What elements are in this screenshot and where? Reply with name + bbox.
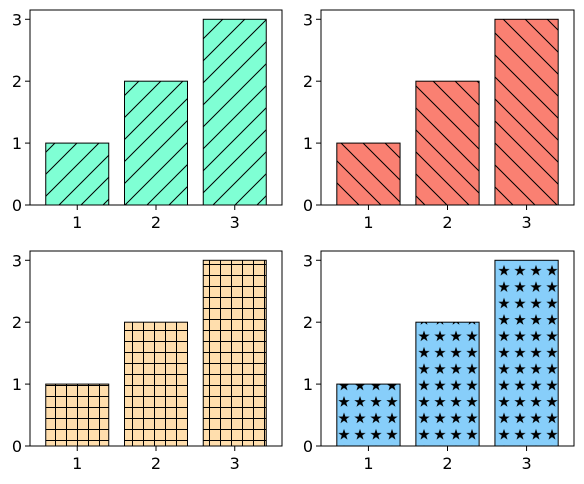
x-tick-label: 2 — [151, 454, 161, 473]
x-tick-label: 1 — [363, 454, 373, 473]
y-tick-label: 0 — [303, 437, 313, 456]
bar-1 — [336, 142, 401, 206]
bar-2 — [415, 321, 480, 447]
y-tick-label: 3 — [12, 10, 22, 29]
subplot-2: 0 1 2 3 1 2 3 — [303, 9, 575, 232]
bar-1 — [45, 383, 110, 447]
y-tick-label: 1 — [303, 134, 313, 153]
y-tick-label: 3 — [303, 10, 313, 29]
subplot-3: 0 1 2 3 1 2 3 — [12, 250, 283, 473]
x-tick-label: 2 — [442, 213, 452, 232]
y-tick-label: 2 — [303, 313, 313, 332]
subplot-4: 0 1 2 3 1 2 3 — [303, 250, 575, 473]
x-tick-label: 3 — [521, 213, 531, 232]
x-tick-label: 3 — [230, 213, 240, 232]
subplot-1: 0 1 2 3 1 2 3 — [12, 9, 283, 232]
bar-2 — [124, 80, 188, 206]
x-tick-label: 2 — [151, 213, 161, 232]
x-tick-label: 2 — [442, 454, 452, 473]
y-tick-label: 2 — [12, 313, 22, 332]
x-tick-label: 1 — [72, 454, 82, 473]
bar-2 — [124, 321, 188, 447]
bar-3 — [494, 18, 559, 206]
x-tick-label: 3 — [521, 454, 531, 473]
x-tick-label: 1 — [72, 213, 82, 232]
y-tick-label: 1 — [303, 375, 313, 394]
y-tick-label: 1 — [12, 134, 22, 153]
y-tick-label: 3 — [12, 251, 22, 270]
bar-1 — [336, 383, 401, 447]
x-tick-label: 1 — [363, 213, 373, 232]
bar-3 — [202, 259, 267, 447]
y-tick-label: 1 — [12, 375, 22, 394]
bar-3 — [494, 259, 559, 447]
y-tick-label: 2 — [303, 72, 313, 91]
y-tick-label: 0 — [12, 437, 22, 456]
y-tick-label: 0 — [303, 196, 313, 215]
x-tick-label: 3 — [230, 454, 240, 473]
bar-1 — [45, 142, 110, 206]
y-tick-label: 3 — [303, 251, 313, 270]
bar-2 — [415, 80, 480, 206]
y-tick-label: 0 — [12, 196, 22, 215]
bar-3 — [202, 18, 267, 206]
y-tick-label: 2 — [12, 72, 22, 91]
